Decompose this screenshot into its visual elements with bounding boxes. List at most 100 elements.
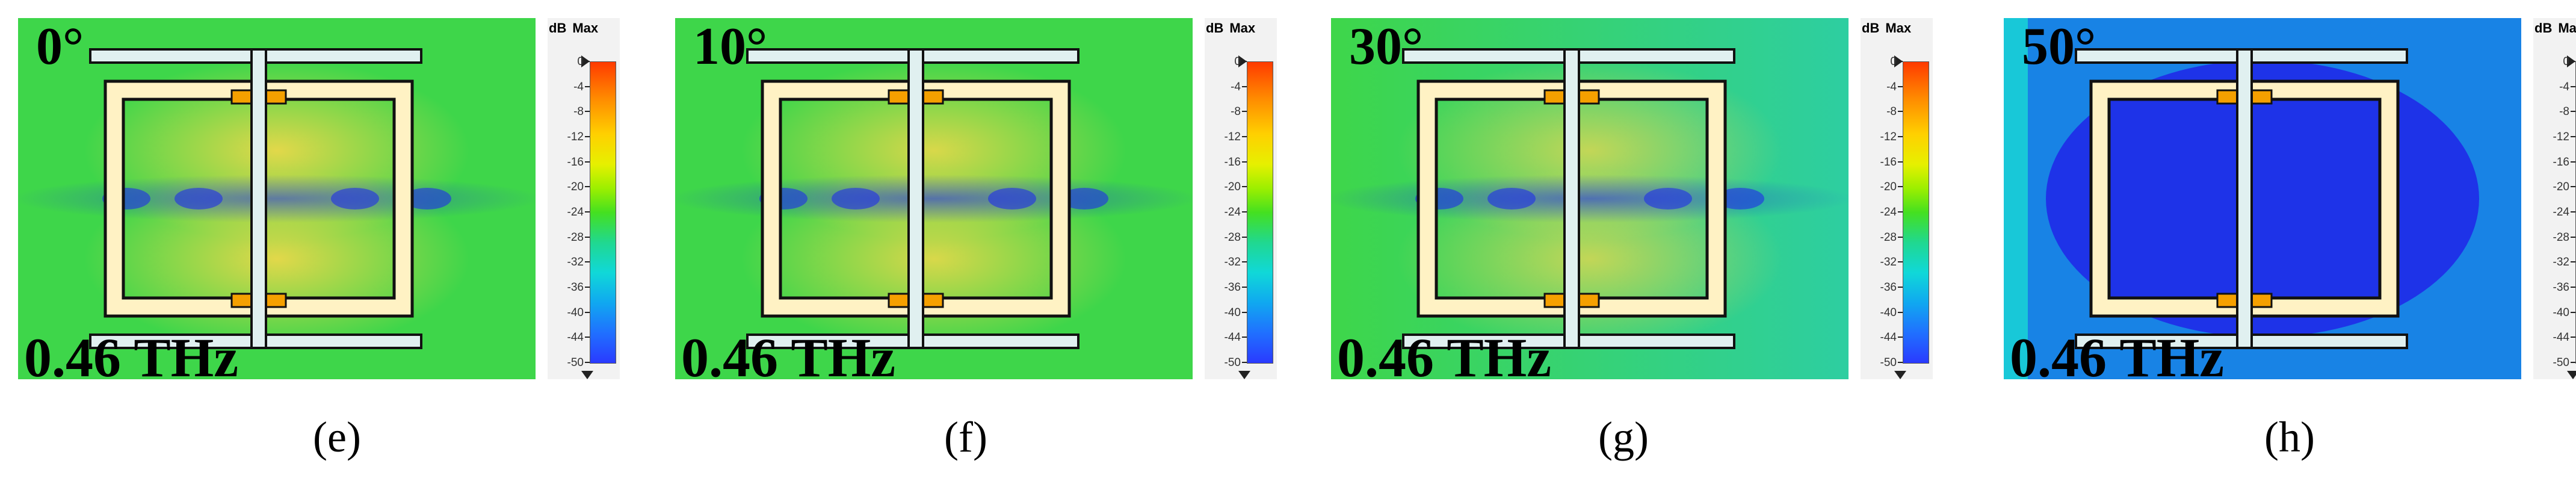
colorbar-tick-label: -8 — [1231, 105, 1241, 119]
colorbar-tick-mark — [2571, 186, 2575, 188]
center-stem — [1563, 48, 1580, 349]
colorbar-max-label: Max — [1229, 20, 1256, 36]
colorbar-tick-label: 0 — [577, 55, 584, 68]
colorbar-tick-mark — [1242, 287, 1247, 288]
colorbar-max-label: Max — [2558, 20, 2576, 36]
colorbar-title: dB Max — [1206, 20, 1255, 36]
colorbar-tick-label: -44 — [1224, 331, 1241, 344]
colorbar-tick-mark — [1242, 61, 1247, 62]
colorbar-tick-mark — [1898, 311, 1903, 313]
colorbar-tick-label: -44 — [1880, 331, 1897, 344]
incidence-angle-label: 50° — [2022, 17, 2096, 76]
colorbar-tick-mark — [2571, 161, 2575, 163]
field-panel-e: 0° 0.46 THz dB Max 0 -4 -8 -12 -16 -20 -24 -28 -32… — [18, 18, 620, 397]
colorbar-tick-label: -36 — [567, 281, 584, 294]
colorbar-tick-mark — [2571, 211, 2575, 213]
colorbar-tick-label: -16 — [2553, 155, 2569, 169]
colorbar-tick-label: -16 — [567, 155, 584, 169]
center-stem — [907, 48, 924, 349]
colorbar-tick-label: -50 — [1224, 356, 1241, 369]
colorbar-tick-mark — [1242, 111, 1247, 113]
colorbar-tick-mark — [1898, 85, 1903, 87]
colorbar-gradient — [590, 61, 616, 364]
colorbar-tick-mark — [1242, 85, 1247, 87]
colorbar-tick-mark — [585, 61, 590, 62]
colorbar-tick-label: -44 — [2553, 331, 2569, 344]
colorbar-tick-mark — [1898, 362, 1903, 363]
field-map — [1331, 18, 1849, 379]
colorbar-tick-label: -40 — [567, 306, 584, 319]
colorbar-tick-label: -8 — [1886, 105, 1897, 119]
colorbar-tick-mark — [2571, 287, 2575, 288]
colorbar-tick-mark — [585, 161, 590, 163]
colorbar-tick-mark — [1898, 111, 1903, 113]
colorbar-tick-mark — [1898, 211, 1903, 213]
field-panel-f: 10° 0.46 THz dB Max 0 -4 -8 -12 -16 -20 -24 -28 -3… — [675, 18, 1277, 397]
field-null-spot-2 — [1644, 188, 1692, 209]
colorbar-tick-label: -40 — [2553, 306, 2569, 319]
colorbar-unit: dB — [1862, 20, 1880, 36]
center-stem — [250, 48, 267, 349]
colorbar-tick-label: -24 — [1880, 206, 1897, 219]
colorbar-tick-label: -8 — [573, 105, 584, 119]
colorbar-tick-label: -40 — [1224, 306, 1241, 319]
colorbar-min-arrow-icon — [1894, 371, 1906, 379]
field-intensity-map — [2004, 18, 2521, 379]
panel-caption-e: (e) — [313, 413, 361, 461]
colorbar-tick-label: -24 — [567, 206, 584, 219]
colorbar-tick-label: -20 — [2553, 181, 2569, 194]
colorbar-tick-label: -24 — [1224, 206, 1241, 219]
colorbar-tick-label: 0 — [2563, 55, 2569, 68]
colorbar-tick-label: 0 — [1234, 55, 1241, 68]
colorbar-tick-label: -28 — [567, 231, 584, 244]
colorbar-tick-mark — [1242, 161, 1247, 163]
field-map — [18, 18, 536, 379]
colorbar-tick-label: -4 — [1231, 80, 1241, 93]
colorbar-tick-label: -12 — [1880, 131, 1897, 143]
colorbar-tick-mark — [585, 287, 590, 288]
colorbar-tick-mark — [1898, 61, 1903, 62]
frequency-label: 0.46 THz — [24, 327, 239, 388]
colorbar-tick-mark — [1898, 337, 1903, 338]
colorbar-tick-label: -24 — [2553, 206, 2569, 219]
colorbar-tick-mark — [2571, 61, 2575, 62]
colorbar-tick-label: -20 — [1224, 181, 1241, 194]
field-map — [675, 18, 1193, 379]
colorbar-tick-label: -20 — [567, 181, 584, 194]
colorbar-tick-mark — [1242, 261, 1247, 263]
field-null-band — [675, 175, 1193, 223]
colorbar-tick-label: -16 — [1224, 155, 1241, 169]
field-intensity-map — [18, 18, 536, 379]
colorbar-tick-mark — [585, 136, 590, 137]
colorbar-unit: dB — [2534, 20, 2553, 36]
colorbar-min-arrow-icon — [1238, 371, 1250, 379]
panel-caption-f: (f) — [944, 413, 987, 461]
colorbar-title: dB Max — [1862, 20, 1911, 36]
field-null-spot-1 — [1487, 188, 1536, 209]
colorbar-tick-mark — [2571, 85, 2575, 87]
colorbar-tick-mark — [1898, 161, 1903, 163]
colorbar-tick-label: -36 — [1224, 281, 1241, 294]
colorbar-title: dB Max — [2534, 20, 2576, 36]
colorbar-tick-label: -50 — [1880, 356, 1897, 369]
colorbar-tick-mark — [585, 362, 590, 363]
colorbar-tick-label: -50 — [567, 356, 584, 369]
colorbar-unit: dB — [549, 20, 567, 36]
incidence-angle-label: 0° — [36, 17, 84, 76]
colorbar-tick-mark — [585, 261, 590, 263]
colorbar-tick-mark — [1242, 236, 1247, 238]
field-low-region — [2046, 60, 2479, 337]
field-null-spot-1 — [832, 188, 880, 209]
field-null-spot-2 — [331, 188, 379, 209]
panel-caption-h: (h) — [2264, 413, 2315, 461]
colorbar-tick-mark — [2571, 136, 2575, 137]
colorbar: dB Max 0 -4 -8 -12 -16 -20 -24 -28 -32 -36 -40 -44 -50 — [2533, 18, 2576, 379]
center-stem — [2236, 48, 2253, 349]
colorbar-tick-label: -20 — [1880, 181, 1897, 194]
colorbar-tick-label: 0 — [1890, 55, 1897, 68]
colorbar-title: dB Max — [549, 20, 598, 36]
colorbar-tick-label: -28 — [2553, 231, 2569, 244]
colorbar-tick-mark — [585, 236, 590, 238]
colorbar-tick-mark — [585, 211, 590, 213]
field-null-spot-1 — [175, 188, 223, 209]
